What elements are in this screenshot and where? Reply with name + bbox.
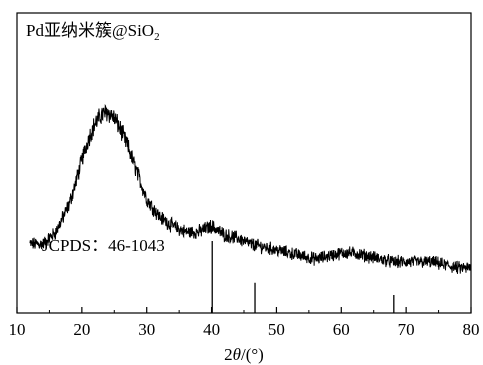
x-tick-label-80: 80 (463, 320, 480, 339)
plot-frame (16, 12, 472, 314)
x-tick-label-40: 40 (203, 320, 220, 339)
x-tick-label-60: 60 (333, 320, 350, 339)
x-axis-label: 2θ/(°) (224, 345, 264, 364)
x-tick-label-30: 30 (138, 320, 155, 339)
chart-title: Pd亚纳米簇@SiO2 (26, 21, 160, 43)
x-tick-label-20: 20 (73, 320, 90, 339)
xrd-pattern-trace (29, 104, 472, 274)
x-tick-label-10: 10 (9, 320, 26, 339)
x-tick-label-50: 50 (268, 320, 285, 339)
reference-peaks (211, 241, 395, 313)
x-axis-ticks (16, 307, 472, 313)
x-axis-tick-labels: 10 20 30 40 50 60 70 80 (9, 320, 480, 339)
xrd-pattern-line (29, 104, 472, 274)
reference-label: JCPDS：46-1043 (42, 236, 165, 255)
x-tick-label-70: 70 (398, 320, 415, 339)
